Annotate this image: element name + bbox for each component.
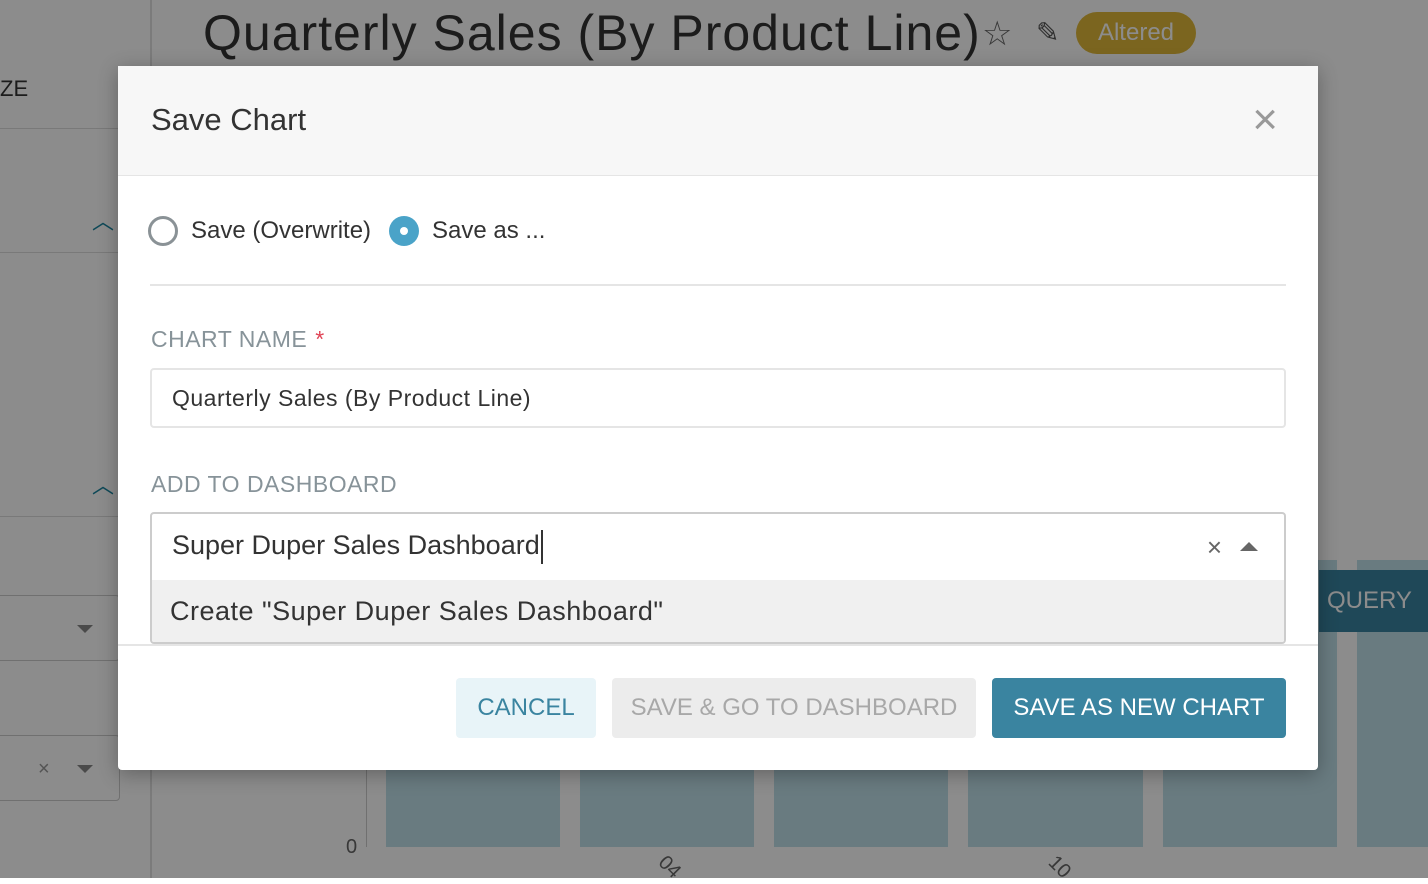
chevron-up-icon[interactable]: ︿ [92,209,115,234]
modal-title: Save Chart [151,102,307,137]
radio-save-as-label[interactable]: Save as ... [432,217,546,244]
dashboard-option-create[interactable]: Create "Super Duper Sales Dashboard" [152,580,1284,642]
divider [0,516,150,517]
save-chart-modal: Save Chart × Save (Overwrite) Save as ..… [118,66,1318,770]
chevron-up-icon[interactable]: ︿ [92,473,115,498]
close-icon[interactable]: × [1252,95,1278,144]
divider [0,128,150,129]
save-as-new-chart-button[interactable]: SAVE AS NEW CHART [992,678,1286,738]
radio-overwrite[interactable] [148,216,178,246]
chart-name-input[interactable]: Quarterly Sales (By Product Line) [150,368,1286,428]
edit-icon[interactable]: ✎ [1036,17,1060,48]
star-icon[interactable]: ☆ [982,15,1013,53]
caret-down-icon [77,625,93,633]
required-mark: * [315,326,325,352]
modal-header: Save Chart × [118,66,1318,176]
dashboard-select-value[interactable]: Super Duper Sales Dashboard [172,530,540,561]
cancel-button[interactable]: CANCEL [456,678,596,738]
dashboard-select-input[interactable]: Super Duper Sales Dashboard × [152,514,1284,580]
text-cursor [540,530,543,564]
divider [118,644,1318,646]
run-query-label[interactable]: QUERY [1327,587,1412,614]
clear-icon[interactable]: × [1206,532,1222,562]
radio-overwrite-label[interactable]: Save (Overwrite) [191,217,372,244]
save-mode-radio-group: Save (Overwrite) Save as ... [148,216,545,246]
altered-badge: Altered [1076,12,1196,54]
divider [150,284,1286,286]
divider [0,252,150,253]
dashboard-label: ADD TO DASHBOARD [151,471,398,497]
dashboard-select[interactable]: Super Duper Sales Dashboard × Create "Su… [150,512,1286,644]
caret-down-icon [77,765,93,773]
save-go-to-dashboard-button[interactable]: SAVE & GO TO DASHBOARD [612,678,976,738]
radio-save-as[interactable] [389,216,420,246]
clear-icon[interactable]: × [38,758,50,780]
caret-up-icon[interactable] [1240,542,1258,551]
chart-name-label-text: CHART NAME [151,326,308,352]
run-query-button[interactable] [1319,570,1428,632]
y-tick: 0 [346,836,358,858]
chart-name-label: CHART NAME * [151,326,325,353]
chart-title: Quarterly Sales (By Product Line) [203,5,981,61]
sidebar-label: ZE [0,76,29,101]
